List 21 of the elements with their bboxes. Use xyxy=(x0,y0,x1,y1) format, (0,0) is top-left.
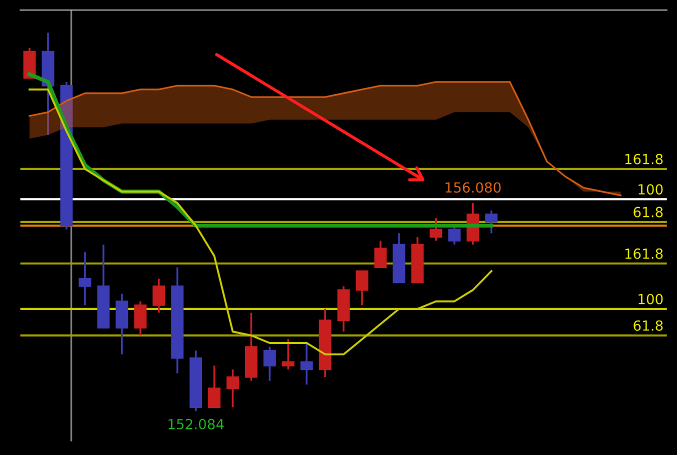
annotation: 156.080 xyxy=(446,182,501,193)
candlestick xyxy=(78,251,92,306)
annotation: 100 xyxy=(638,294,663,304)
candlestick xyxy=(226,368,239,408)
candlestick xyxy=(485,210,498,234)
candlestick xyxy=(134,300,147,336)
candlestick xyxy=(374,240,387,268)
candlestick xyxy=(356,270,368,306)
annotation: 161.8 xyxy=(625,248,663,259)
annotation: 161.8 xyxy=(625,154,663,164)
candlestick xyxy=(263,346,276,382)
candlestick xyxy=(152,278,166,314)
candlestick xyxy=(448,224,461,246)
annotation: 61.8 xyxy=(634,206,663,218)
candlestick xyxy=(282,338,294,370)
annotation: 152.084 xyxy=(168,418,224,430)
candlestick xyxy=(430,217,442,242)
annotation: 100 xyxy=(638,184,663,195)
candlestick xyxy=(300,342,313,386)
candlestick xyxy=(208,364,221,408)
annotation: 61.8 xyxy=(634,320,663,331)
